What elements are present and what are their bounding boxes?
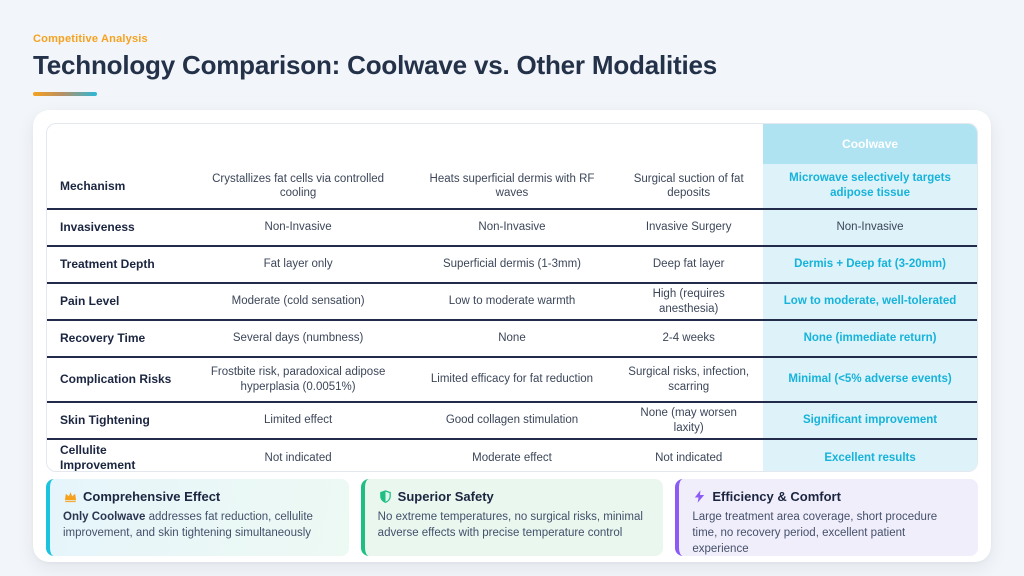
- coolwave-cell: Non-Invasive: [763, 209, 977, 247]
- cryolipolysis-cell: Non-Invasive: [186, 209, 410, 247]
- callout-title: Comprehensive Effect: [83, 489, 221, 504]
- slide-header: Competitive Analysis Technology Comparis…: [0, 0, 1024, 96]
- column-header-empty: [47, 124, 187, 164]
- callout-body-text: addresses fat reduction, cellulite impro…: [63, 511, 313, 540]
- rf-cell: Low to moderate warmth: [409, 283, 615, 321]
- table-header-row: Coolwave: [47, 124, 977, 164]
- row-label: Mechanism: [47, 164, 187, 210]
- cryolipolysis-cell: Moderate (cold sensation): [186, 283, 410, 321]
- coolwave-cell: Low to moderate, well-tolerated: [763, 283, 977, 321]
- column-header-empty: [614, 124, 763, 164]
- coolwave-column-header: Coolwave: [763, 124, 977, 164]
- callout-efficiency-comfort: Efficiency & Comfort Large treatment are…: [675, 479, 979, 556]
- surgery-cell: High (requires anesthesia): [614, 283, 764, 321]
- callout-body: Only Coolwave addresses fat reduction, c…: [63, 509, 335, 541]
- table-row: Pain Level Moderate (cold sensation) Low…: [47, 283, 977, 321]
- surgery-cell: Invasive Surgery: [614, 209, 764, 247]
- table-row: Cellulite Improvement Not indicated Mode…: [47, 439, 977, 472]
- table-row: Invasiveness Non-Invasive Non-Invasive I…: [47, 209, 977, 247]
- shield-icon: [378, 489, 393, 504]
- cryolipolysis-cell: Several days (numbness): [186, 320, 410, 358]
- coolwave-cell: Excellent results: [763, 439, 977, 471]
- coolwave-cell: Microwave selectively targets adipose ti…: [763, 164, 977, 210]
- row-label: Treatment Depth: [47, 246, 187, 284]
- callout-header: Comprehensive Effect: [63, 489, 335, 504]
- surgery-cell: 2-4 weeks: [614, 320, 764, 358]
- crown-icon: [63, 489, 78, 504]
- callout-superior-safety: Superior Safety No extreme temperatures,…: [360, 479, 664, 556]
- cryolipolysis-cell: Limited effect: [186, 402, 410, 440]
- table-row: Recovery Time Several days (numbness) No…: [47, 320, 977, 358]
- callout-row: Comprehensive Effect Only Coolwave addre…: [46, 479, 979, 556]
- comparison-table-container: Coolwave Mechanism Crystallizes fat cell…: [46, 123, 978, 472]
- coolwave-cell: Significant improvement: [763, 402, 977, 440]
- callout-title: Efficiency & Comfort: [712, 489, 841, 504]
- table-row: Mechanism Crystallizes fat cells via con…: [47, 164, 977, 210]
- content-card: Coolwave Mechanism Crystallizes fat cell…: [33, 110, 991, 562]
- coolwave-cell: Minimal (<5% adverse events): [763, 357, 977, 403]
- page-title: Technology Comparison: Coolwave vs. Othe…: [33, 50, 718, 80]
- callout-body: Large treatment area coverage, short pro…: [692, 509, 964, 556]
- table-row: Treatment Depth Fat layer only Superfici…: [47, 246, 977, 284]
- surgery-cell: Surgical suction of fat deposits: [614, 164, 764, 210]
- callout-body-text: No extreme temperatures, no surgical ris…: [377, 511, 643, 540]
- rf-cell: Non-Invasive: [409, 209, 615, 247]
- rf-cell: None: [409, 320, 615, 358]
- row-label: Invasiveness: [47, 209, 187, 247]
- rf-cell: Good collagen stimulation: [409, 402, 615, 440]
- eyebrow-label: Competitive Analysis: [33, 33, 148, 45]
- coolwave-cell: None (immediate return): [763, 320, 977, 358]
- column-header-empty: [187, 124, 410, 164]
- callout-body-text: Large treatment area coverage, short pro…: [692, 511, 938, 556]
- cryolipolysis-cell: Frostbite risk, paradoxical adipose hype…: [186, 357, 410, 403]
- rf-cell: Superficial dermis (1-3mm): [409, 246, 615, 284]
- table-row: Complication Risks Frostbite risk, parad…: [47, 357, 977, 403]
- comparison-table: Coolwave Mechanism Crystallizes fat cell…: [47, 124, 977, 472]
- callout-body: No extreme temperatures, no surgical ris…: [378, 509, 650, 541]
- surgery-cell: Surgical risks, infection, scarring: [614, 357, 764, 403]
- column-header-empty: [410, 124, 615, 164]
- cryolipolysis-cell: Crystallizes fat cells via controlled co…: [186, 164, 410, 210]
- row-label: Skin Tightening: [47, 402, 187, 440]
- callout-header: Efficiency & Comfort: [692, 489, 964, 504]
- callout-title: Superior Safety: [397, 489, 494, 504]
- coolwave-cell: Dermis + Deep fat (3-20mm): [763, 246, 977, 284]
- row-label: Cellulite Improvement: [60, 443, 136, 472]
- row-label: Recovery Time: [47, 320, 187, 358]
- surgery-cell: Not indicated: [655, 451, 723, 464]
- callout-header: Superior Safety: [378, 489, 650, 504]
- table-row: Skin Tightening Limited effect Good coll…: [47, 402, 977, 440]
- callout-comprehensive-effect: Comprehensive Effect Only Coolwave addre…: [46, 479, 349, 556]
- cryolipolysis-cell: Not indicated: [264, 451, 332, 464]
- callout-body-bold: Only Coolwave: [63, 511, 146, 523]
- rf-cell: Heats superficial dermis with RF waves: [409, 164, 615, 210]
- row-label: Pain Level: [47, 283, 187, 321]
- rf-cell: Limited efficacy for fat reduction: [409, 357, 615, 403]
- cryolipolysis-cell: Fat layer only: [186, 246, 410, 284]
- surgery-cell: Deep fat layer: [614, 246, 764, 284]
- surgery-cell: None (may worsen laxity): [614, 402, 764, 440]
- title-underline: [33, 92, 97, 96]
- row-label: Complication Risks: [47, 357, 187, 403]
- rf-cell: Moderate effect: [472, 451, 552, 464]
- bolt-icon: [692, 489, 707, 504]
